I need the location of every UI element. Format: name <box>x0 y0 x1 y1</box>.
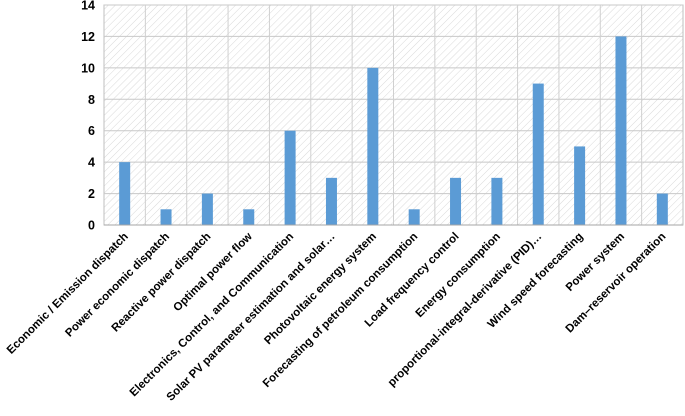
x-tick-label: Optimal power flow <box>171 231 255 315</box>
bar-4 <box>243 209 255 225</box>
bar-2 <box>160 209 172 225</box>
y-tick-label: 14 <box>81 0 95 13</box>
bar-1 <box>119 162 131 225</box>
bar-9 <box>450 177 462 225</box>
y-tick-label: 6 <box>88 124 95 138</box>
bar-11 <box>532 83 544 225</box>
x-tick-label: proportional-integral-derivative (PID)… <box>386 231 544 389</box>
bar-13 <box>615 36 627 225</box>
bar-3 <box>201 193 213 225</box>
bar-5 <box>284 130 296 225</box>
bar-14 <box>656 193 668 225</box>
y-tick-label: 8 <box>88 93 95 107</box>
bar-12 <box>574 146 586 225</box>
y-tick-label: 2 <box>88 187 95 201</box>
bar-10 <box>491 177 503 225</box>
y-tick-label: 10 <box>81 61 95 75</box>
y-tick-label: 4 <box>88 156 95 170</box>
bar-6 <box>325 177 337 225</box>
x-tick-label: Energy consumption <box>414 231 503 320</box>
bars <box>119 36 668 225</box>
x-tick-label: Forecasting of petroleum consumption <box>261 231 420 390</box>
y-tick-label: 0 <box>88 219 95 233</box>
y-tick-label: 12 <box>81 30 95 44</box>
y-axis: 0 2 4 6 8 10 12 14 <box>81 0 95 233</box>
bar-8 <box>408 209 420 225</box>
bar-7 <box>367 67 379 225</box>
